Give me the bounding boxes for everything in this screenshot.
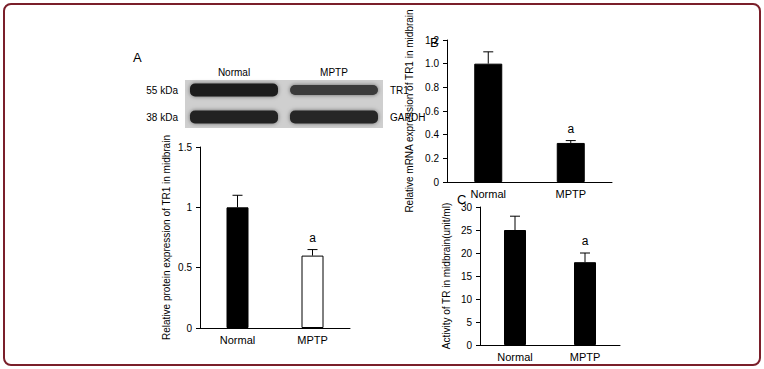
svg-text:Normal: Normal	[497, 351, 532, 363]
svg-text:20: 20	[461, 248, 473, 259]
svg-text:0.4: 0.4	[425, 129, 439, 140]
svg-text:Normal: Normal	[218, 67, 250, 78]
svg-text:0: 0	[186, 323, 192, 334]
svg-text:Activity of TR in midbrain(uni: Activity of TR in midbrain(unit/ml)	[441, 203, 452, 350]
svg-text:a: a	[309, 231, 316, 245]
svg-text:Relative protein expression of: Relative protein expression of TR1 in mi…	[161, 135, 172, 340]
svg-text:1.0: 1.0	[425, 58, 439, 69]
svg-text:0.8: 0.8	[425, 82, 439, 93]
svg-text:15: 15	[461, 271, 473, 282]
svg-text:0: 0	[466, 340, 472, 351]
svg-text:a: a	[582, 234, 589, 248]
svg-text:0.5: 0.5	[178, 262, 192, 273]
svg-text:55 kDa: 55 kDa	[146, 85, 178, 96]
svg-text:MPTP: MPTP	[297, 334, 328, 346]
svg-text:1.5: 1.5	[178, 142, 192, 153]
svg-text:25: 25	[461, 225, 473, 236]
svg-text:Relative mRNA expression of TR: Relative mRNA expression of TR1 in midbr…	[404, 9, 415, 212]
svg-text:a: a	[567, 122, 574, 136]
svg-text:MPTP: MPTP	[570, 351, 601, 363]
svg-text:0.2: 0.2	[425, 153, 439, 164]
svg-text:TR1: TR1	[390, 84, 409, 96]
svg-text:MPTP: MPTP	[320, 67, 348, 78]
svg-text:0.6: 0.6	[425, 106, 439, 117]
svg-text:Normal: Normal	[471, 188, 506, 200]
svg-text:38 kDa: 38 kDa	[146, 112, 178, 123]
svg-text:C: C	[457, 191, 467, 207]
svg-text:Normal: Normal	[220, 334, 255, 346]
svg-text:GAPDH: GAPDH	[390, 111, 426, 123]
svg-text:5: 5	[466, 317, 472, 328]
svg-text:10: 10	[461, 294, 473, 305]
svg-text:A: A	[133, 50, 142, 65]
svg-text:30: 30	[461, 202, 473, 213]
svg-text:0: 0	[433, 177, 439, 188]
svg-text:MPTP: MPTP	[555, 188, 586, 200]
svg-text:1: 1	[186, 202, 192, 213]
svg-text:1.2: 1.2	[425, 35, 439, 46]
